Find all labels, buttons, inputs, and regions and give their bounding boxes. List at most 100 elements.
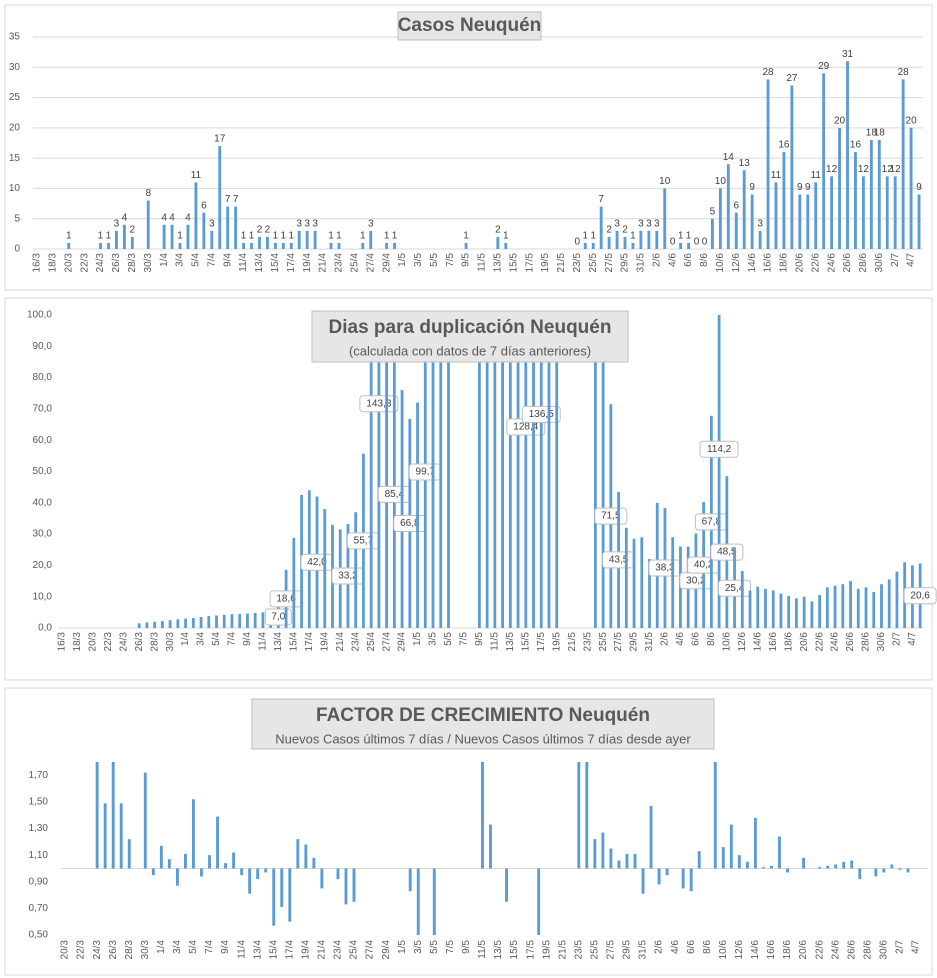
data-label: 1 — [384, 231, 390, 242]
x-tick-label: 18/3 — [48, 253, 59, 273]
y-tick-label: 35 — [9, 32, 21, 43]
data-label: 9 — [805, 182, 811, 193]
data-label: 1 — [582, 231, 588, 242]
x-tick-label: 2/6 — [651, 253, 662, 267]
bar — [178, 242, 182, 249]
x-tick-label: 22/3 — [103, 632, 114, 652]
x-tick-label: 12/6 — [737, 632, 748, 652]
x-tick-label: 30/6 — [874, 253, 885, 273]
bar — [856, 588, 860, 628]
bar — [226, 206, 230, 249]
chart-panel — [4, 4, 933, 291]
bar — [537, 868, 541, 935]
x-tick-label: 28/6 — [858, 253, 869, 273]
bar — [601, 832, 605, 869]
data-label: 136,5 — [529, 409, 554, 420]
bar — [854, 152, 857, 249]
data-label: 16 — [850, 140, 862, 151]
bar — [591, 242, 595, 249]
bar — [175, 868, 179, 886]
x-tick-label: 16/6 — [763, 253, 774, 273]
bar — [151, 868, 155, 876]
bar — [208, 855, 211, 869]
bar — [818, 867, 822, 869]
bar — [186, 224, 190, 249]
x-tick-label: 21/4 — [317, 940, 328, 960]
bar — [215, 615, 218, 628]
bar — [485, 315, 489, 628]
y-tick-label: 0,70 — [29, 903, 49, 914]
x-tick-label: 25/4 — [366, 632, 377, 652]
x-tick-label: 5/5 — [443, 632, 454, 646]
bar — [393, 242, 396, 249]
bar — [111, 762, 115, 869]
bar — [901, 79, 905, 249]
bar — [718, 188, 722, 249]
bar — [224, 863, 228, 869]
data-label: 3 — [638, 218, 644, 229]
bar — [115, 230, 118, 249]
x-tick-label: 11/4 — [238, 253, 249, 272]
bar — [248, 868, 252, 894]
bar — [369, 315, 373, 628]
x-tick-label: 25/5 — [589, 940, 600, 960]
x-tick-label: 18/3 — [72, 632, 83, 652]
x-tick-label: 19/4 — [300, 940, 311, 960]
x-tick-label: 24/6 — [830, 632, 841, 652]
data-label: 18 — [866, 128, 878, 139]
x-tick-label: 26/3 — [108, 940, 119, 960]
bar — [145, 622, 149, 628]
y-tick-label: 0,90 — [29, 876, 49, 887]
x-tick-label: 30/3 — [143, 253, 154, 273]
data-label: 9 — [749, 182, 755, 193]
bar — [826, 865, 830, 869]
bar — [246, 613, 249, 628]
x-tick-label: 23/4 — [334, 253, 345, 273]
x-tick-label: 24/3 — [95, 253, 106, 273]
x-tick-label: 28/6 — [862, 940, 873, 960]
y-tick-label: 60,0 — [33, 435, 53, 446]
bar — [649, 805, 653, 869]
bar — [623, 236, 627, 249]
x-tick-label: 22/6 — [814, 632, 825, 652]
bar — [624, 527, 628, 628]
bar — [617, 860, 621, 869]
bar — [898, 868, 902, 870]
data-label: 11 — [191, 170, 202, 181]
x-tick-label: 10/6 — [721, 632, 732, 652]
y-tick-label: 90,0 — [33, 341, 53, 352]
x-tick-label: 9/4 — [242, 632, 253, 646]
x-tick-label: 26/6 — [846, 940, 857, 960]
data-label: 20 — [834, 115, 846, 126]
bar — [742, 170, 746, 249]
data-label: 42,0 — [307, 557, 327, 568]
y-tick-label: 20 — [9, 122, 21, 133]
bar — [689, 868, 693, 892]
x-tick-label: 11/4 — [258, 632, 269, 651]
data-label: 48,5 — [717, 547, 737, 558]
bar — [216, 816, 219, 869]
data-label: 1 — [328, 231, 334, 242]
bar — [786, 868, 789, 873]
bar — [439, 315, 443, 628]
x-tick-label: 28/3 — [127, 253, 138, 273]
y-tick-label: 50,0 — [33, 466, 53, 477]
x-tick-label: 8/6 — [706, 632, 717, 646]
x-tick-label: 1/5 — [397, 253, 408, 267]
bar — [153, 621, 157, 628]
bar — [782, 152, 786, 249]
x-tick-label: 3/4 — [172, 940, 183, 954]
bar — [296, 839, 300, 869]
x-tick-label: 15/5 — [509, 940, 520, 960]
bar — [771, 590, 775, 628]
x-tick-label: 4/6 — [670, 940, 681, 954]
bar — [599, 206, 603, 249]
bar — [508, 315, 512, 628]
bar — [877, 139, 881, 249]
bar — [481, 762, 484, 869]
data-label: 17 — [214, 134, 226, 145]
bar — [159, 845, 163, 869]
bar — [232, 852, 236, 869]
data-label: 2 — [257, 225, 263, 236]
data-label: 10 — [715, 176, 727, 187]
